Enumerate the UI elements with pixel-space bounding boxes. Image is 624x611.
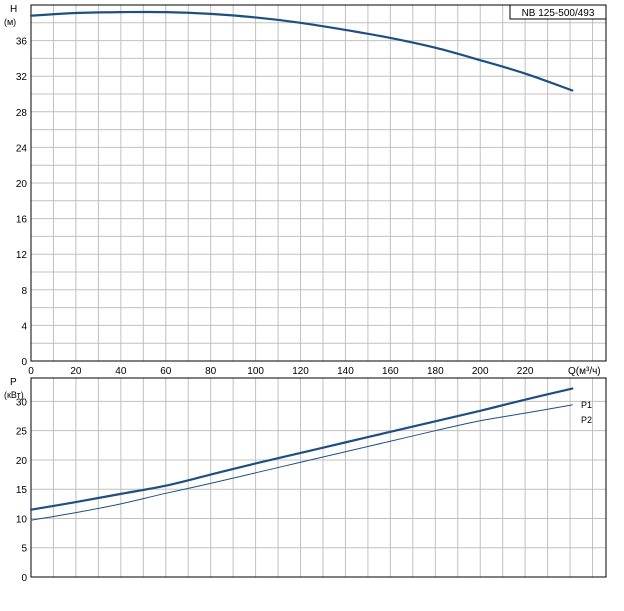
h-tick-label: 4 xyxy=(21,321,27,332)
x-tick-label: 160 xyxy=(382,366,399,377)
x-tick-label: 80 xyxy=(205,366,217,377)
p-axis-label: P xyxy=(10,377,17,388)
series-label-p1: P1 xyxy=(581,400,592,410)
x-tick-label: 0 xyxy=(28,366,34,377)
top-plot-frame xyxy=(30,4,607,362)
h-tick-label: 8 xyxy=(21,286,27,297)
head-curve xyxy=(29,10,574,92)
label-layer: 0 20 40 60 80 100 120 140 160 180 200 2200481216202… xyxy=(16,37,534,584)
x-tick-label: 140 xyxy=(337,366,354,377)
p-tick-label: 10 xyxy=(16,514,28,525)
h-axis-unit: (м) xyxy=(4,17,16,27)
x-tick-label: 220 xyxy=(517,366,534,377)
p-tick-label: 25 xyxy=(16,427,28,438)
grid-layer xyxy=(31,5,606,577)
p-tick-label: 5 xyxy=(21,544,27,555)
axes-layer xyxy=(30,4,607,578)
bottom-plot-frame xyxy=(30,377,607,578)
x-tick-label: 120 xyxy=(292,366,309,377)
title-box xyxy=(509,4,607,20)
x-tick-label: 20 xyxy=(70,366,82,377)
h-tick-label: 32 xyxy=(16,72,28,83)
h-tick-label: 24 xyxy=(16,143,28,154)
p-axis-unit: (кВт) xyxy=(4,390,24,400)
p-tick-label: 0 xyxy=(21,573,27,584)
p2-curve xyxy=(30,404,573,521)
x-tick-label: 200 xyxy=(472,366,489,377)
p-tick-label: 20 xyxy=(16,456,28,467)
h-axis-label: H xyxy=(10,4,17,15)
x-tick-label: 100 xyxy=(247,366,264,377)
series-layer xyxy=(29,10,574,521)
h-tick-label: 20 xyxy=(16,179,28,190)
h-tick-label: 0 xyxy=(21,357,27,368)
p1-curve xyxy=(29,387,574,511)
x-tick-label: 180 xyxy=(427,366,444,377)
series-label-p2: P2 xyxy=(581,415,592,425)
p-tick-label: 30 xyxy=(16,397,28,408)
h-tick-label: 16 xyxy=(16,215,28,226)
h-tick-label: 36 xyxy=(16,37,28,48)
x-tick-label: 60 xyxy=(160,366,172,377)
q-axis-label: Q(м³/ч) xyxy=(568,366,601,377)
p-tick-label: 15 xyxy=(16,485,28,496)
h-tick-label: 12 xyxy=(16,250,28,261)
x-tick-label: 40 xyxy=(115,366,127,377)
chart-title: NB 125-500/493 xyxy=(522,8,595,19)
h-tick-label: 28 xyxy=(16,108,28,119)
